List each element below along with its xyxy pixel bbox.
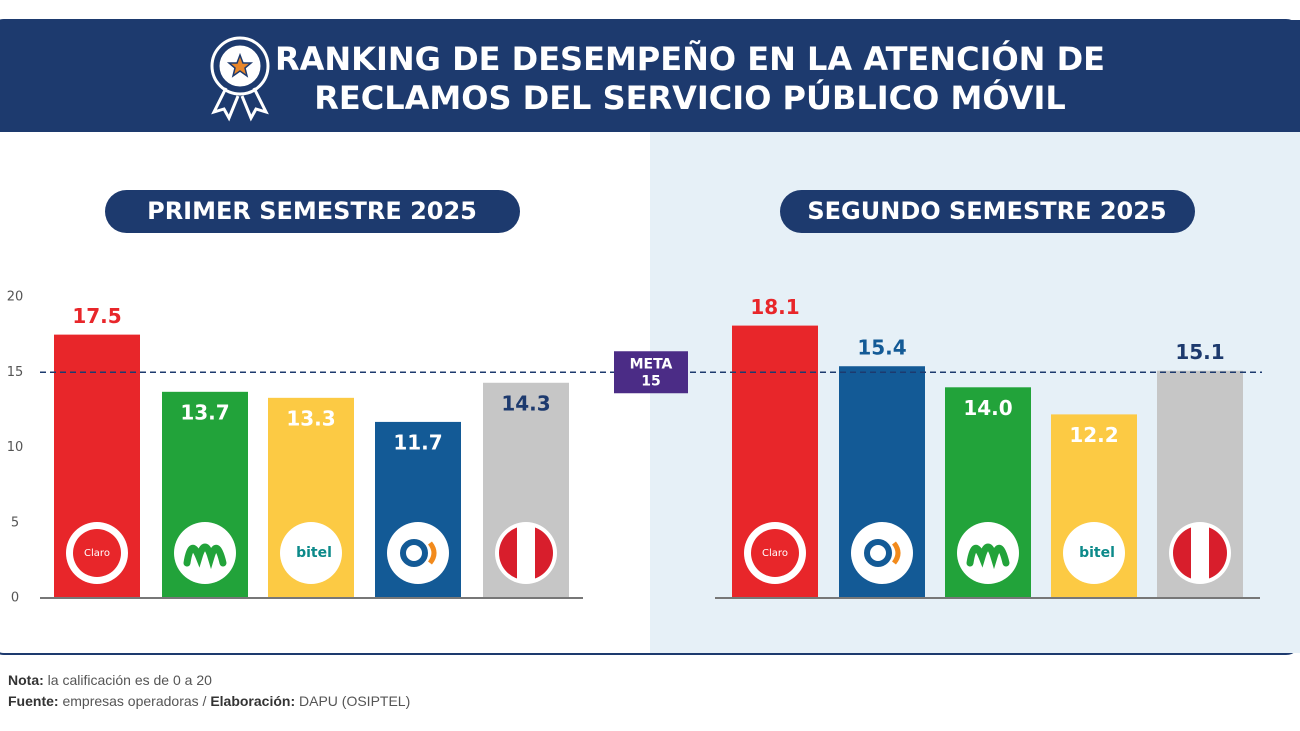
note-text: la calificación es de 0 a 20 [47, 672, 212, 688]
logo [495, 522, 557, 584]
meta-label: META [630, 356, 673, 372]
note-text: DAPU (OSIPTEL) [299, 693, 411, 709]
logo-mark [400, 539, 428, 567]
medal-icon [210, 36, 270, 122]
logo-text: bitel [1079, 545, 1115, 561]
y-tick-label: 0 [11, 591, 19, 606]
y-tick-label: 5 [11, 515, 19, 530]
note-label: Fuente: [8, 693, 59, 709]
logo-text: Claro [84, 548, 110, 559]
logo: Claro [744, 522, 806, 584]
logo-mark [966, 543, 1010, 570]
logo [1169, 522, 1231, 584]
panel-title-pill [105, 190, 520, 233]
value-label: 17.5 [72, 304, 121, 328]
value-label: 11.7 [393, 430, 442, 454]
value-label: 14.0 [963, 396, 1012, 420]
logo-circle [174, 522, 236, 584]
logo-mark [427, 541, 437, 565]
title-line: RANKING DE DESEMPEÑO EN LA ATENCIÓN DE [275, 39, 1105, 78]
panel-title: PRIMER SEMESTRE 2025 [147, 197, 477, 225]
value-label: 18.1 [750, 295, 799, 319]
note: Nota: la calificación es de 0 a 20 [8, 672, 212, 688]
logo-mark [183, 543, 227, 570]
logo-circle [387, 522, 449, 584]
panel-title-pill [780, 190, 1195, 233]
y-tick-label: 10 [7, 440, 24, 455]
logo-mark [891, 541, 901, 565]
value-label: 13.3 [286, 406, 335, 430]
logo [957, 522, 1019, 584]
panel-title: SEGUNDO SEMESTRE 2025 [807, 197, 1166, 225]
value-label: 14.3 [501, 391, 550, 415]
logo [387, 522, 449, 584]
value-label: 15.4 [857, 336, 906, 360]
y-tick-label: 20 [7, 290, 24, 305]
note-label: Elaboración: [210, 693, 296, 709]
logo [851, 522, 913, 584]
meta-box [614, 351, 688, 394]
logo-text: bitel [296, 545, 332, 561]
logo-mark [1191, 526, 1209, 580]
note: Fuente: empresas operadoras / Elaboració… [8, 693, 410, 709]
y-tick-label: 15 [7, 365, 24, 380]
logo: Claro [66, 522, 128, 584]
header-band [0, 20, 1300, 132]
logo-circle [851, 522, 913, 584]
logo [174, 522, 236, 584]
note-text: empresas operadoras / [62, 693, 207, 709]
meta-value: 15 [641, 373, 660, 389]
logo-mark [864, 539, 892, 567]
logo-circle [280, 522, 342, 584]
title-line: RECLAMOS DEL SERVICIO PÚBLICO MÓVIL [314, 78, 1065, 117]
value-label: 13.7 [180, 400, 229, 424]
logo: bitel [1063, 522, 1125, 584]
logo-mark [751, 529, 799, 577]
value-label: 12.2 [1069, 423, 1118, 447]
logo-circle [1063, 522, 1125, 584]
value-label: 15.1 [1175, 340, 1224, 364]
note-label: Nota: [8, 672, 44, 688]
logo-mark [517, 526, 535, 580]
logo-text: Claro [762, 548, 788, 559]
logo: bitel [280, 522, 342, 584]
logo-circle [957, 522, 1019, 584]
logo-mark [73, 529, 121, 577]
